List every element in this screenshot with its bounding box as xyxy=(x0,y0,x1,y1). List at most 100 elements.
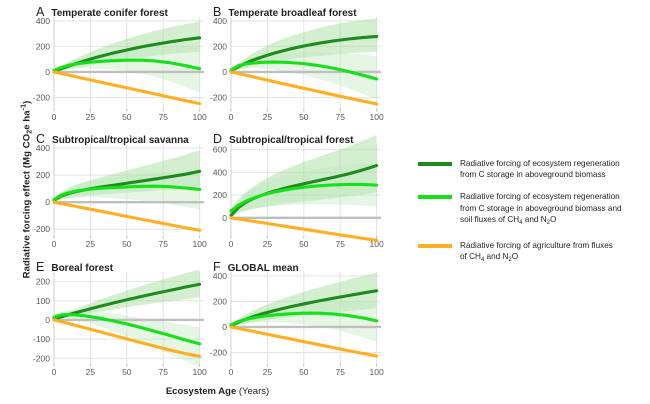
panel-header-a: A Temperate conifer forest xyxy=(36,3,168,19)
series-line xyxy=(52,184,202,202)
panel-letter: B xyxy=(213,5,222,19)
legend-swatch-icon xyxy=(418,244,452,249)
svg-text:75: 75 xyxy=(335,112,345,122)
svg-text:25: 25 xyxy=(86,112,96,122)
svg-text:100: 100 xyxy=(370,112,384,122)
svg-text:0: 0 xyxy=(52,367,57,377)
svg-text:0: 0 xyxy=(45,67,50,77)
svg-text:400: 400 xyxy=(213,16,227,26)
svg-text:50: 50 xyxy=(122,112,132,122)
svg-text:400: 400 xyxy=(36,16,50,26)
svg-text:-200: -200 xyxy=(33,93,50,103)
svg-text:0: 0 xyxy=(222,322,227,332)
svg-text:400: 400 xyxy=(36,143,50,153)
panel-grid: A Temperate conifer forest -200 0 200 400 0 25 5… xyxy=(28,0,410,384)
series-line xyxy=(229,311,379,327)
svg-text:25: 25 xyxy=(263,367,273,377)
svg-text:0: 0 xyxy=(52,112,57,122)
legend-swatch-icon xyxy=(418,195,452,200)
panel-header-b: B Temperate broadleaf forest xyxy=(213,3,357,19)
svg-text:25: 25 xyxy=(86,367,96,377)
series-line xyxy=(229,216,379,242)
series-line xyxy=(52,313,202,346)
panel-letter: A xyxy=(36,5,45,19)
svg-text:200: 200 xyxy=(36,170,50,180)
svg-text:0: 0 xyxy=(45,197,50,207)
legend-orange: Radiative forcing of agriculture from fl… xyxy=(418,240,646,266)
plot-area-a: -200 0 200 400 0 25 50 75 100 xyxy=(28,16,210,124)
svg-text:600: 600 xyxy=(213,145,227,155)
svg-text:50: 50 xyxy=(299,239,309,249)
panel-title: GLOBAL mean xyxy=(227,263,299,274)
svg-text:400: 400 xyxy=(213,167,227,177)
panel-letter: D xyxy=(213,132,223,146)
svg-text:75: 75 xyxy=(158,112,168,122)
svg-text:-200: -200 xyxy=(33,224,50,234)
svg-text:0: 0 xyxy=(222,213,227,223)
plot-area-f: -200 0 200 400 0 25 50 75 100 xyxy=(205,271,387,379)
svg-text:25: 25 xyxy=(263,112,273,122)
series-line xyxy=(229,70,379,106)
legend-label: Radiative forcing of agriculture from fl… xyxy=(460,241,613,264)
svg-text:50: 50 xyxy=(299,112,309,122)
svg-text:-100: -100 xyxy=(33,334,50,344)
svg-text:200: 200 xyxy=(213,41,227,51)
plot-area-e: -200 -100 0 100 200 0 25 50 75 100 xyxy=(28,269,210,379)
svg-text:0: 0 xyxy=(222,67,227,77)
svg-text:200: 200 xyxy=(213,296,227,306)
svg-text:0: 0 xyxy=(45,315,50,325)
svg-text:0: 0 xyxy=(229,239,234,249)
svg-text:25: 25 xyxy=(263,239,273,249)
svg-text:0: 0 xyxy=(229,112,234,122)
series-line xyxy=(229,60,379,81)
svg-text:200: 200 xyxy=(36,277,50,287)
panel-title: Temperate broadleaf forest xyxy=(228,8,357,19)
svg-text:100: 100 xyxy=(193,367,207,377)
legend-dark-green: Radiative forcing of ecosystem regenerat… xyxy=(418,158,646,180)
svg-text:50: 50 xyxy=(122,367,132,377)
svg-text:100: 100 xyxy=(193,239,207,249)
svg-text:75: 75 xyxy=(335,367,345,377)
legend-swatch-icon xyxy=(418,162,452,166)
svg-text:100: 100 xyxy=(193,112,207,122)
panel-title: Boreal forest xyxy=(51,263,114,274)
svg-text:-200: -200 xyxy=(210,93,227,103)
x-axis-label: Ecosystem Age (Years) xyxy=(165,386,270,397)
series-line xyxy=(229,325,379,358)
panel-title: Subtropical/tropical savanna xyxy=(52,135,189,146)
svg-text:100: 100 xyxy=(36,296,50,306)
svg-text:-200: -200 xyxy=(210,348,227,358)
svg-text:25: 25 xyxy=(86,239,96,249)
svg-text:50: 50 xyxy=(122,239,132,249)
panel-header-e: E Boreal forest xyxy=(36,258,114,274)
panel-letter: F xyxy=(213,260,221,274)
svg-text:400: 400 xyxy=(213,271,227,281)
panel-header-d: D Subtropical/tropical forest xyxy=(213,130,354,146)
svg-text:200: 200 xyxy=(213,190,227,200)
svg-text:0: 0 xyxy=(52,239,57,249)
series-line xyxy=(52,58,202,72)
panel-title: Subtropical/tropical forest xyxy=(229,135,354,146)
svg-text:-200: -200 xyxy=(33,353,50,363)
svg-text:0: 0 xyxy=(229,367,234,377)
series-line xyxy=(52,70,202,106)
legend-label: Radiative forcing of ecosystem regenerat… xyxy=(460,192,622,226)
plot-area-c: -200 0 200 400 0 25 50 75 100 xyxy=(28,143,210,251)
legend: Radiative forcing of ecosystem regenerat… xyxy=(418,158,646,277)
svg-text:75: 75 xyxy=(158,239,168,249)
svg-text:50: 50 xyxy=(299,367,309,377)
series-line xyxy=(229,182,379,213)
panel-header-f: F GLOBAL mean xyxy=(213,258,299,274)
panel-letter: E xyxy=(36,260,45,274)
svg-text:75: 75 xyxy=(335,239,345,249)
legend-label: Radiative forcing of ecosystem regenerat… xyxy=(460,159,620,180)
panel-header-c: C Subtropical/tropical savanna xyxy=(36,130,189,146)
series-line xyxy=(52,200,202,232)
panel-letter: C xyxy=(36,132,46,146)
svg-text:100: 100 xyxy=(370,367,384,377)
legend-bright-green: Radiative forcing of ecosystem regenerat… xyxy=(418,191,646,229)
panel-title: Temperate conifer forest xyxy=(51,8,168,19)
plot-area-b: -200 0 200 400 0 25 50 75 100 xyxy=(205,16,387,124)
svg-text:75: 75 xyxy=(158,367,168,377)
